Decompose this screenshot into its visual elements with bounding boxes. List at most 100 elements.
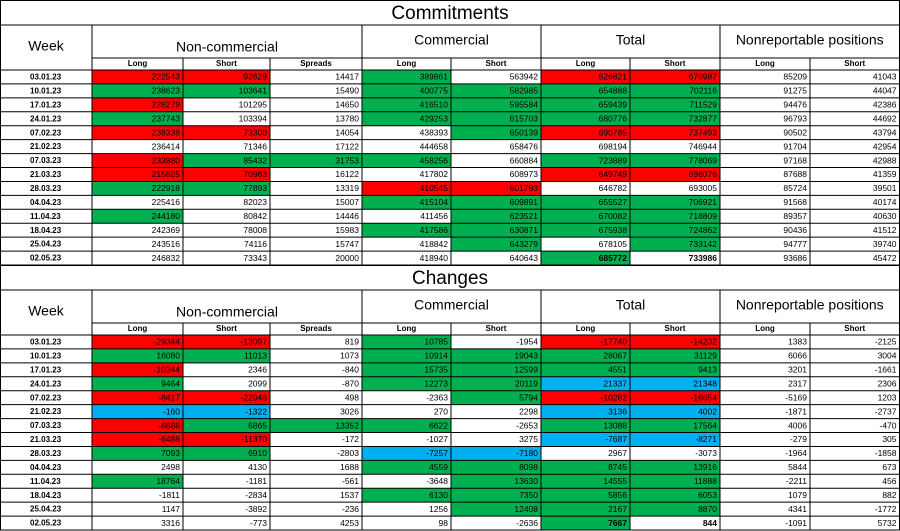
cell-value: 4551	[608, 365, 627, 375]
cell-value: 39501	[873, 183, 897, 193]
group-header: Non-commercial	[176, 39, 278, 55]
cell-value: 698076	[689, 169, 718, 179]
group-header: Commercial	[414, 32, 489, 48]
cell-value: -8271	[695, 434, 717, 444]
cell-value: 9464	[161, 379, 180, 389]
cell-value: -236	[342, 504, 359, 514]
cell-value: 4253	[340, 518, 359, 528]
cell-value: 91568	[783, 197, 807, 207]
cell-value: 94476	[783, 100, 807, 110]
cell-value: 244180	[152, 211, 181, 221]
cell-fill	[541, 125, 630, 140]
cell-fill	[541, 362, 630, 377]
sub-header: Long	[755, 324, 775, 333]
cell-value: 92628	[243, 72, 267, 82]
cell-value: 85724	[783, 183, 807, 193]
cell-fill	[362, 181, 451, 196]
cell-fill	[451, 390, 541, 405]
cell-value: 87688	[783, 169, 807, 179]
row-date: 18.04.23	[30, 491, 62, 500]
cell-value: 12408	[514, 504, 538, 514]
cell-fill	[630, 376, 720, 391]
cell-value: 2298	[519, 406, 538, 416]
cell-value: 718809	[689, 211, 718, 221]
cell-value: 42386	[873, 100, 897, 110]
cell-value: 16122	[335, 169, 359, 179]
cell-fill	[451, 125, 541, 140]
section-title: Changes	[412, 268, 488, 289]
cell-value: 724862	[689, 225, 718, 235]
cell-fill	[183, 83, 270, 98]
cell-value: 103641	[239, 86, 268, 96]
cell-fill	[541, 404, 630, 419]
row-date: 11.04.23	[30, 477, 61, 486]
row-date: 28.03.23	[30, 184, 62, 193]
row-date: 03.01.23	[30, 338, 62, 347]
cell-fill	[362, 376, 451, 391]
sub-header: Long	[755, 59, 775, 68]
cell-value: 670987	[689, 72, 718, 82]
cell-value: 70983	[243, 169, 267, 179]
cell-value: 20000	[335, 253, 359, 263]
cell-value: 6053	[698, 490, 717, 500]
cell-value: 93686	[783, 253, 807, 263]
cell-value: -3073	[695, 448, 717, 458]
cell-fill	[451, 474, 541, 489]
cell-fill	[92, 418, 183, 433]
group-header: Nonreportable positions	[736, 297, 884, 313]
cell-value: 6622	[429, 420, 448, 430]
sub-header: Spreads	[300, 59, 332, 68]
cell-value: 415104	[420, 197, 449, 207]
cell-value: 654888	[599, 86, 628, 96]
cell-value: 242369	[152, 225, 181, 235]
cell-fill	[362, 70, 451, 84]
cell-value: -6886	[158, 420, 180, 430]
cell-value: -870	[342, 379, 359, 389]
cell-value: -7257	[426, 448, 448, 458]
cell-value: 20119	[515, 379, 538, 389]
cell-value: 2099	[248, 379, 267, 389]
cell-value: -773	[250, 518, 267, 528]
sub-header: Long	[576, 59, 596, 68]
cell-value: 733142	[689, 239, 718, 249]
sub-header: Short	[665, 324, 686, 333]
cell-fill	[362, 83, 451, 98]
cell-value: 444658	[420, 141, 449, 151]
cell-value: 1537	[340, 490, 359, 500]
cell-value: 41512	[873, 225, 897, 235]
cell-value: -160	[163, 406, 180, 416]
cell-value: 17122	[335, 141, 359, 151]
cell-value: 609891	[510, 197, 539, 207]
cell-value: 5856	[608, 490, 627, 500]
row-date: 25.04.23	[30, 505, 62, 514]
cell-value: 678105	[599, 239, 628, 249]
cell-value: 1147	[162, 504, 181, 514]
cell-value: 4341	[788, 504, 807, 514]
cell-fill	[92, 181, 183, 196]
cell-fill	[541, 460, 630, 475]
cell-value: 655527	[599, 197, 628, 207]
cell-value: 882	[882, 490, 896, 500]
cell-value: 7667	[608, 518, 627, 528]
cell-fill	[183, 335, 270, 349]
sub-header: Spreads	[300, 324, 332, 333]
cell-value: 6910	[248, 448, 267, 458]
cell-value: 1073	[340, 351, 359, 361]
cell-fill	[541, 111, 630, 126]
cell-fill	[183, 153, 270, 168]
cell-value: 2967	[608, 448, 627, 458]
group-header: Non-commercial	[176, 304, 278, 320]
cell-fill	[92, 97, 183, 112]
cell-value: 42954	[873, 141, 897, 151]
cell-value: 706921	[689, 197, 718, 207]
cell-fill	[630, 125, 720, 140]
cell-value: -17740	[601, 337, 628, 347]
cell-value: -11370	[241, 434, 267, 444]
cell-fill	[92, 167, 183, 182]
cell-value: -3648	[426, 476, 448, 486]
section-title: Commitments	[391, 3, 508, 24]
cell-value: 15735	[424, 365, 448, 375]
cell-value: 246832	[152, 253, 181, 263]
cell-fill	[541, 432, 630, 447]
sub-header: Short	[216, 324, 237, 333]
